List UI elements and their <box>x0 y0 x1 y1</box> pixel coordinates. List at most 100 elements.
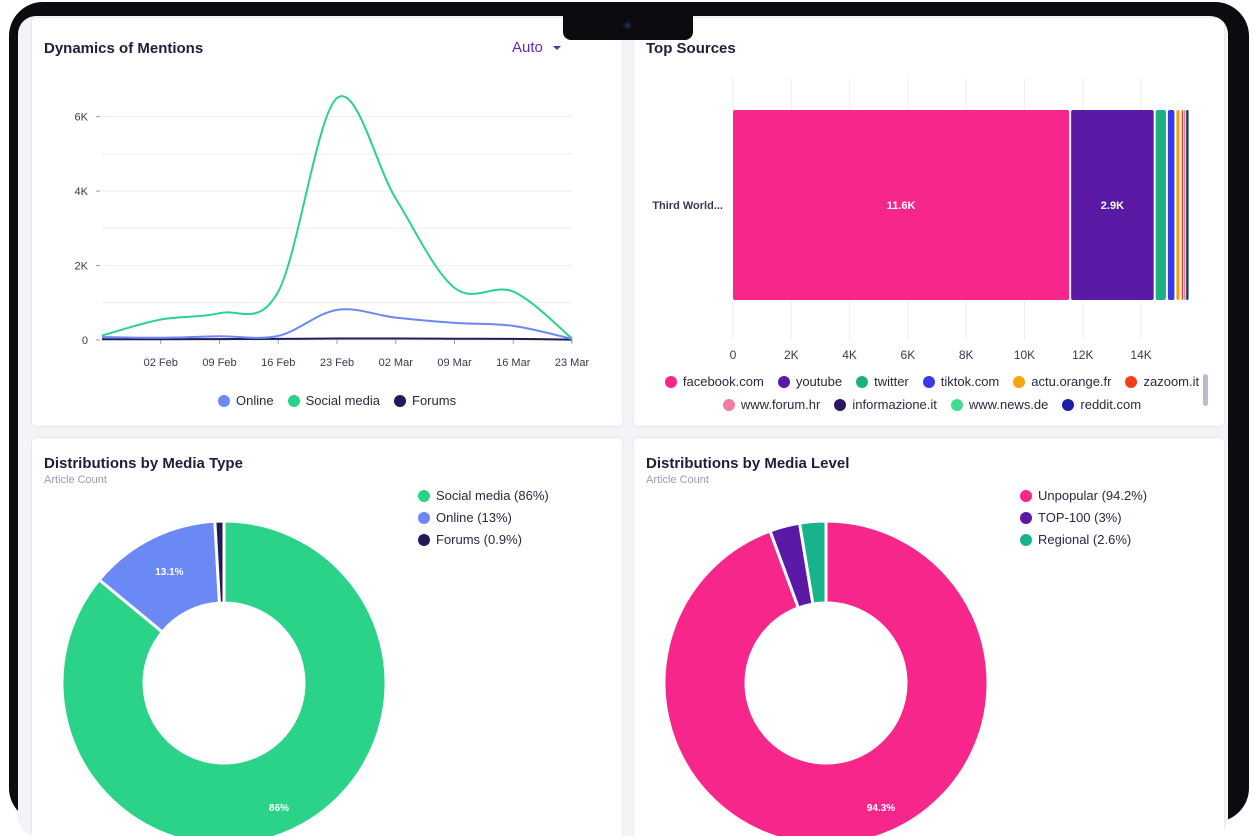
y-tick-label: 2K <box>75 261 89 273</box>
legend-label: Forums <box>412 393 456 408</box>
x-tick-label: 14K <box>1130 348 1151 362</box>
legend-dot-icon <box>1020 534 1032 546</box>
legend-label: informazione.it <box>852 397 937 412</box>
legend-label: Social media (86%) <box>436 488 549 503</box>
legend-label: Online <box>236 393 274 408</box>
y-tick-label: 6K <box>75 112 89 124</box>
x-tick-label: 02 Feb <box>144 357 178 369</box>
x-tick-label: 6K <box>901 348 916 362</box>
x-tick-label: 09 Feb <box>202 357 236 369</box>
legend-item-youtube[interactable]: youtube <box>778 374 842 389</box>
category-label: Third World... <box>652 200 723 212</box>
bar-zazoom-it[interactable] <box>1182 110 1184 300</box>
legend-dot-icon <box>418 512 430 524</box>
legend-item-social-media[interactable]: Social media <box>288 393 380 408</box>
legend-item-zazoom-it[interactable]: zazoom.it <box>1125 374 1199 389</box>
legend-item-online[interactable]: Online (13%) <box>418 510 549 525</box>
legend-dot-icon <box>834 399 846 411</box>
legend-item-tiktok-com[interactable]: tiktok.com <box>923 374 1000 389</box>
slice-data-label: 13.1% <box>155 567 183 578</box>
legend-label: youtube <box>796 374 842 389</box>
legend-row: www.forum.hr informazione.it www.news.de re… <box>672 397 1192 412</box>
legend-label: tiktok.com <box>941 374 1000 389</box>
legend-dot-icon <box>288 395 300 407</box>
legend-item-informazione-it[interactable]: informazione.it <box>834 397 937 412</box>
legend-item-www-news-de[interactable]: www.news.de <box>951 397 1048 412</box>
x-tick-label: 4K <box>842 348 857 362</box>
bar-data-label: 11.6K <box>887 200 916 212</box>
legend-dot-icon <box>1125 376 1137 388</box>
legend-dot-icon <box>923 376 935 388</box>
legend-dot-icon <box>418 490 430 502</box>
legend-item-top-100[interactable]: TOP-100 (3%) <box>1020 510 1147 525</box>
legend-item-unpopular[interactable]: Unpopular (94.2%) <box>1020 488 1147 503</box>
legend-label: facebook.com <box>683 374 764 389</box>
device-notch <box>563 16 693 40</box>
legend-label: Forums (0.9%) <box>436 532 522 547</box>
legend-item-regional[interactable]: Regional (2.6%) <box>1020 532 1147 547</box>
legend-dot-icon <box>856 376 868 388</box>
legend-label: Online (13%) <box>436 510 512 525</box>
media-type-title: Distributions by Media Type <box>44 455 243 472</box>
bar-data-label: 2.9K <box>1101 200 1124 212</box>
legend-item-forums[interactable]: Forums <box>394 393 456 408</box>
legend-item-www-forum-hr[interactable]: www.forum.hr <box>723 397 820 412</box>
legend-item-online[interactable]: Online <box>218 393 274 408</box>
sources-bar-chart: 0 2K 4K 6K 8K 10K 12K 14K Third World... 11.6K 2.9… <box>634 18 1224 368</box>
legend-label: actu.orange.fr <box>1031 374 1111 389</box>
x-tick-label: 09 Mar <box>437 357 472 369</box>
series-line-social-media[interactable] <box>102 96 572 338</box>
legend-label: Social media <box>306 393 380 408</box>
x-tick-label: 8K <box>959 348 974 362</box>
legend-label: TOP-100 (3%) <box>1038 510 1122 525</box>
x-tick-label: 10K <box>1014 348 1035 362</box>
legend-scrollbar[interactable] <box>1203 374 1208 406</box>
legend-label: twitter <box>874 374 909 389</box>
x-tick-label: 0 <box>730 348 737 362</box>
media-level-card: Distributions by Media Level Article Cou… <box>634 438 1224 836</box>
bar-tiktok-com[interactable] <box>1168 110 1174 300</box>
legend-item-reddit-com[interactable]: reddit.com <box>1062 397 1141 412</box>
bar-actu-orange-fr[interactable] <box>1176 110 1179 300</box>
y-tick-label: 0 <box>82 335 88 347</box>
legend-dot-icon <box>723 399 735 411</box>
slice-data-label: 86% <box>269 803 289 814</box>
legend-dot-icon <box>418 534 430 546</box>
legend-label: www.news.de <box>969 397 1048 412</box>
legend-label: reddit.com <box>1080 397 1141 412</box>
x-tick-label: 12K <box>1072 348 1093 362</box>
x-tick-label: 16 Feb <box>261 357 295 369</box>
legend-item-twitter[interactable]: twitter <box>856 374 909 389</box>
legend-dot-icon <box>778 376 790 388</box>
legend-row: facebook.com youtube twitter tiktok.com actu… <box>672 374 1192 389</box>
legend-dot-icon <box>1020 490 1032 502</box>
legend-dot-icon <box>394 395 406 407</box>
legend-item-actu-orange-fr[interactable]: actu.orange.fr <box>1013 374 1111 389</box>
media-level-legend: Unpopular (94.2%) TOP-100 (3%) Regional (2… <box>1020 488 1147 554</box>
legend-item-social-media[interactable]: Social media (86%) <box>418 488 549 503</box>
legend-label: www.forum.hr <box>741 397 820 412</box>
dashboard-screen: Dynamics of Mentions Auto 0 2K 4K 6K 02 Feb 0… <box>18 16 1228 836</box>
legend-item-forums[interactable]: Forums (0.9%) <box>418 532 549 547</box>
legend-dot-icon <box>1013 376 1025 388</box>
x-tick-label: 23 Feb <box>320 357 354 369</box>
media-type-donut-chart: 86% 13.1% <box>32 478 412 836</box>
series-line-forums[interactable] <box>102 338 572 339</box>
bar-twitter[interactable] <box>1156 110 1166 300</box>
media-type-legend: Social media (86%) Online (13%) Forums (0.… <box>418 488 549 554</box>
x-tick-label: 23 Mar <box>555 357 590 369</box>
media-type-card: Distributions by Media Type Article Coun… <box>32 438 622 836</box>
mentions-line-chart: 0 2K 4K 6K 02 Feb 09 Feb 16 Feb 23 Feb 02 Mar 09 … <box>32 18 622 426</box>
bar-www-forum-hr[interactable] <box>1184 110 1186 300</box>
series-line-online[interactable] <box>102 309 572 339</box>
media-level-title: Distributions by Media Level <box>646 455 849 472</box>
legend-label: Regional (2.6%) <box>1038 532 1131 547</box>
x-tick-label: 2K <box>784 348 799 362</box>
camera-icon <box>623 21 632 30</box>
slice-data-label: 94.3% <box>867 803 895 814</box>
legend-item-facebook-com[interactable]: facebook.com <box>665 374 764 389</box>
x-tick-label: 02 Mar <box>379 357 414 369</box>
bar-reddit-com[interactable] <box>1187 110 1189 300</box>
mentions-card: Dynamics of Mentions Auto 0 2K 4K 6K 02 Feb 0… <box>32 18 622 426</box>
mentions-legend: Online Social media Forums <box>218 393 456 408</box>
